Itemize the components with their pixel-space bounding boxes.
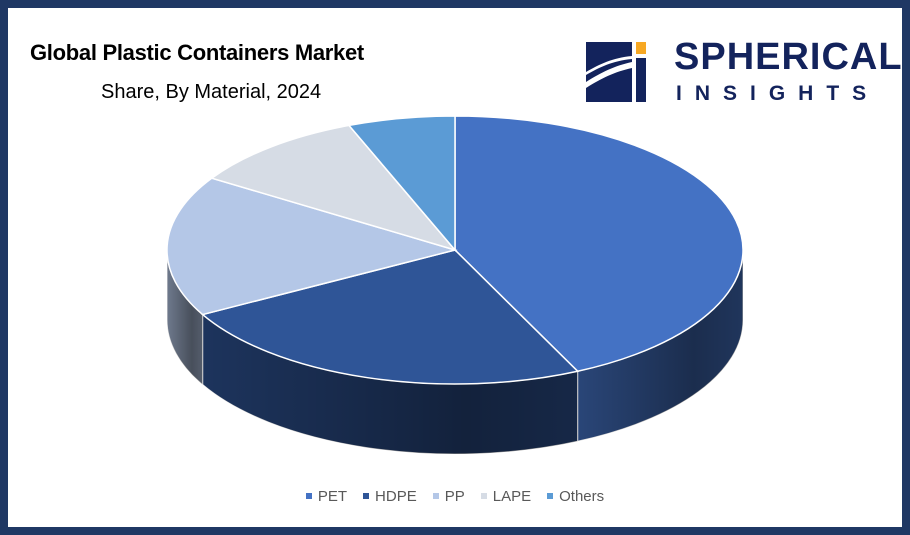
logo-mark-icon [586,42,646,102]
legend-swatch-pet [305,493,312,500]
pie-slice-pp [166,177,458,316]
legend-label-pp: PP [444,488,465,505]
legend-item-others: Others [547,488,604,505]
legend-item-pet: PET [305,488,348,505]
pie-side-shade-pet [577,250,743,442]
legend-swatch-hdpe [363,493,370,500]
legend-label-lape: LAPE [492,488,532,505]
logo-tagline: INSIGHTS [676,82,880,105]
legend-swatch-others [547,493,554,500]
legend-swatch-pp [432,493,439,500]
legend-item-hdpe: HDPE [363,488,417,505]
legend-item-lape: LAPE [480,488,532,505]
pie-slice-hdpe [201,249,580,385]
pie-tops [166,115,744,385]
chart-title: Global Plastic Containers Market [30,40,364,65]
legend-swatch-lape [480,493,487,500]
legend-label-others: Others [559,488,605,505]
logo-name: SPHERICAL [674,36,903,78]
legend-label-hdpe: HDPE [375,488,417,505]
legend-item-pp: PP [432,488,465,505]
legend-label-pet: PET [317,488,348,505]
company-logo: SPHERICAL INSIGHTS [578,36,902,108]
pie-slice-lape [210,124,458,252]
pie-sides [166,249,744,455]
pie-side-shade-hdpe [202,314,578,454]
pie-slice-pet [454,115,744,373]
chart-legend: PET HDPE PP LAPE Others [0,488,910,505]
chart-subtitle: Share, By Material, 2024 [101,81,322,103]
pie-slice-others [347,115,456,253]
